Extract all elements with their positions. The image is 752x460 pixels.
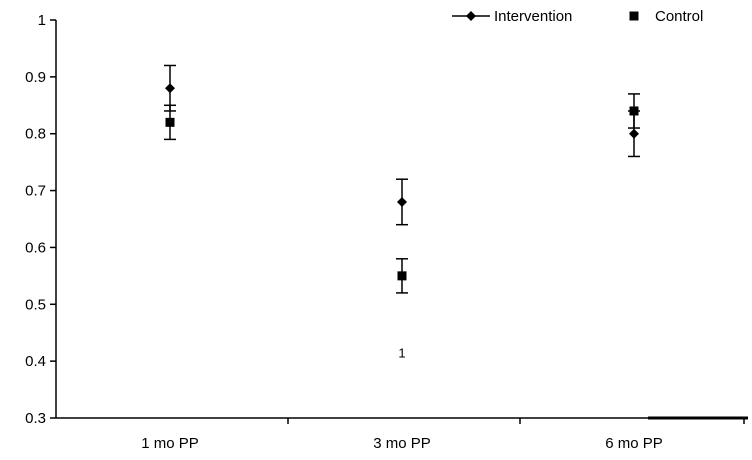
y-tick-label: 0.3 xyxy=(25,410,46,427)
legend-label-intervention: Intervention xyxy=(494,8,572,25)
legend-marker-control xyxy=(629,11,639,21)
data-point xyxy=(629,128,639,139)
y-ticks: 0.3 0.4 0.5 0.6 0.7 0.8 0.9 1 xyxy=(25,12,56,427)
y-tick-label: 0.8 xyxy=(25,126,46,143)
x-category-label: 6 mo PP xyxy=(605,435,663,452)
legend-marker-intervention xyxy=(466,11,476,21)
data-point xyxy=(397,196,407,207)
x-categories: 1 mo PP 3 mo PP 6 mo PP xyxy=(141,418,745,452)
data-point xyxy=(165,83,175,94)
y-tick-label: 0.5 xyxy=(25,296,46,313)
data-point xyxy=(629,106,639,116)
series-intervention xyxy=(164,64,640,226)
data-point xyxy=(397,271,407,281)
data-marks xyxy=(164,64,640,294)
annotations: 1 xyxy=(398,346,405,361)
y-tick-label: 0.4 xyxy=(25,353,46,370)
data-point xyxy=(165,117,175,127)
y-tick-label: 0.7 xyxy=(25,183,46,200)
y-tick-label: 1 xyxy=(38,12,46,29)
x-category-label: 1 mo PP xyxy=(141,435,199,452)
axes xyxy=(55,20,748,420)
annotation-label: 1 xyxy=(398,346,405,361)
y-tick-label: 0.9 xyxy=(25,69,46,86)
series-control xyxy=(164,93,640,294)
legend: Intervention Control xyxy=(452,8,703,25)
x-category-label: 3 mo PP xyxy=(373,435,431,452)
legend-label-control: Control xyxy=(655,8,703,25)
y-tick-label: 0.6 xyxy=(25,239,46,256)
